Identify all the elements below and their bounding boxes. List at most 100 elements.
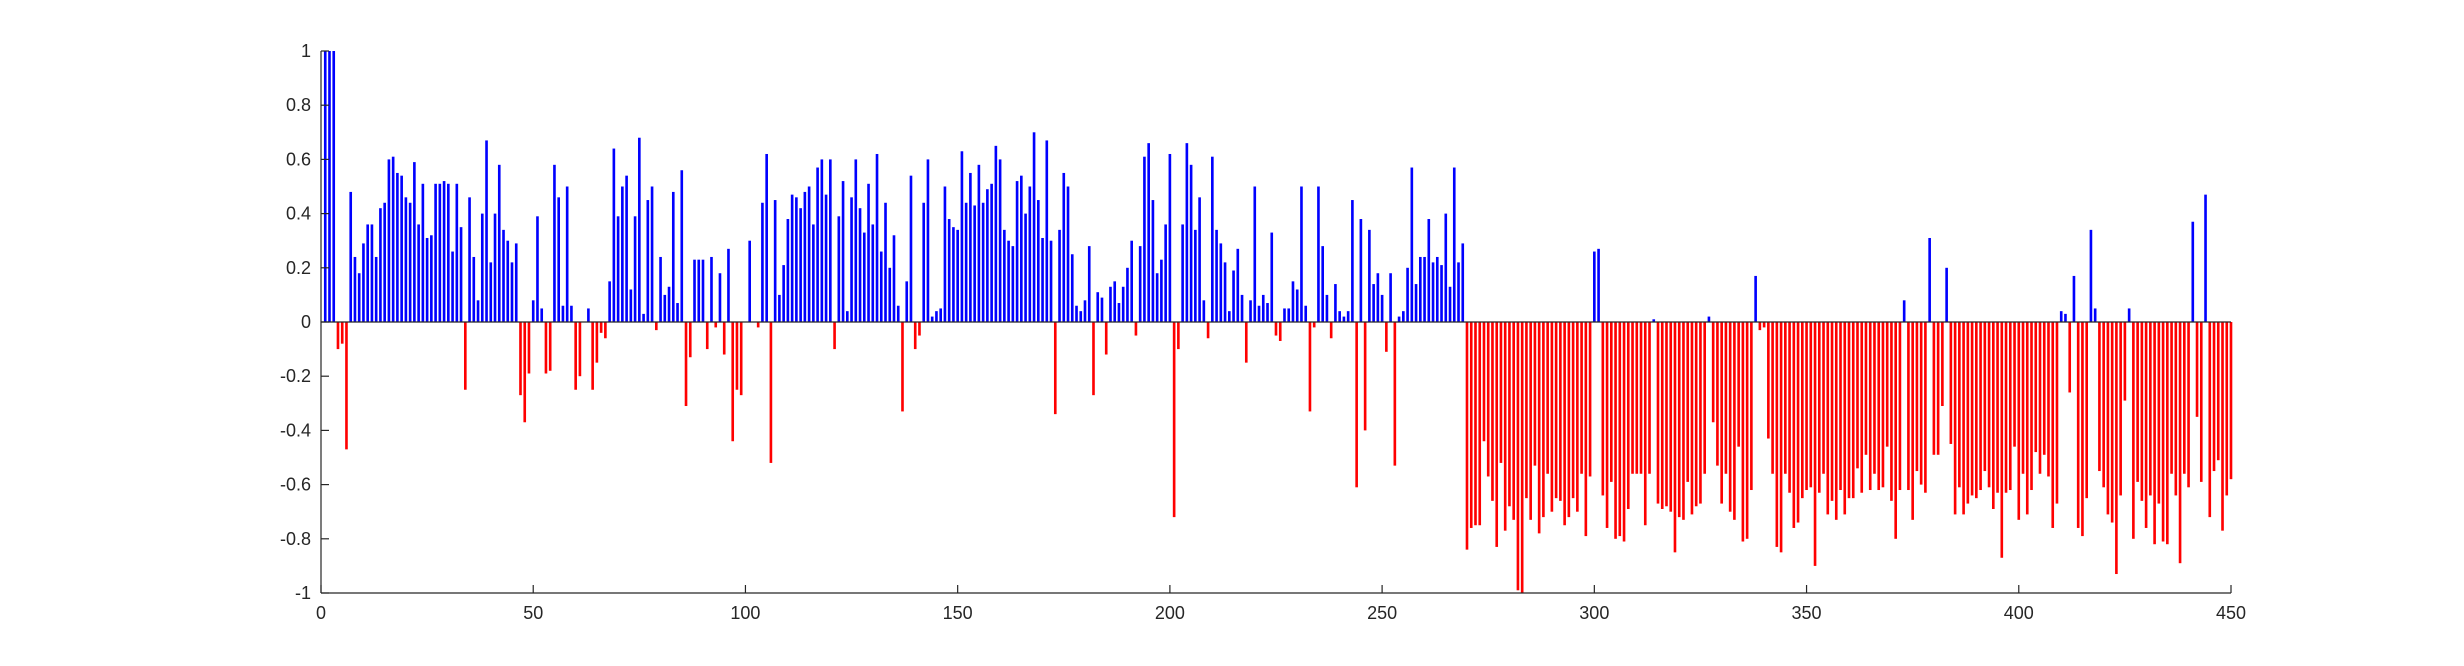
bar	[599, 322, 603, 333]
bar	[2025, 322, 2029, 515]
bar	[430, 235, 433, 322]
bar	[2191, 221, 2195, 322]
bar	[2064, 313, 2067, 322]
bar	[1121, 286, 1125, 322]
bar	[1958, 322, 1961, 488]
bar	[782, 265, 785, 322]
bar	[2047, 322, 2050, 477]
bar	[1096, 292, 1100, 322]
bar	[1580, 322, 1583, 474]
bar	[1334, 284, 1337, 322]
bar	[1228, 311, 1231, 322]
bar	[1924, 322, 1927, 493]
bar	[476, 300, 480, 322]
bar	[1066, 186, 1070, 322]
bar	[1928, 237, 1931, 322]
bar	[799, 208, 802, 322]
bar	[1393, 322, 1397, 466]
bar	[604, 322, 607, 339]
bar	[994, 145, 998, 322]
bar	[523, 322, 527, 423]
bar	[612, 148, 616, 322]
bar	[421, 183, 425, 322]
bar	[1198, 197, 1201, 322]
bar	[391, 156, 395, 322]
bar	[1444, 213, 1448, 322]
bar	[1597, 248, 1600, 322]
bar	[383, 202, 386, 322]
bar	[990, 183, 993, 322]
bar	[2183, 322, 2186, 474]
bar	[1686, 322, 1690, 482]
bar	[464, 322, 467, 390]
bar	[1512, 322, 1515, 520]
bar	[1614, 322, 1617, 539]
bar	[676, 303, 679, 322]
bar	[642, 313, 645, 322]
bar	[790, 194, 794, 322]
bar	[1860, 322, 1864, 493]
bar	[1499, 322, 1503, 463]
bar	[1792, 322, 1796, 528]
bar	[650, 186, 654, 322]
bar	[1919, 322, 1923, 485]
bar	[913, 322, 917, 350]
bar	[2221, 322, 2224, 531]
bar	[1970, 322, 1974, 496]
bar	[1529, 322, 1532, 520]
y-tick-label: 0	[301, 312, 311, 332]
bar	[1109, 286, 1112, 322]
bar	[1588, 322, 1592, 477]
bar	[1911, 322, 1914, 520]
bar	[1211, 156, 1214, 322]
bar	[485, 140, 488, 322]
bar	[1465, 322, 1469, 550]
bar	[1665, 322, 1668, 507]
bar	[1737, 322, 1740, 447]
bar	[557, 197, 560, 322]
bar	[663, 294, 667, 322]
bar	[2199, 322, 2203, 482]
bar	[888, 267, 892, 322]
bar	[328, 51, 331, 322]
bar	[1750, 322, 1753, 491]
bar	[1181, 224, 1184, 322]
bar	[2089, 229, 2093, 322]
bar	[1092, 322, 1095, 396]
bar	[1856, 322, 1859, 469]
bar	[952, 227, 955, 322]
bar	[404, 197, 408, 322]
bar	[1053, 322, 1057, 415]
bar	[536, 216, 539, 322]
y-tick-label: -0.8	[280, 529, 311, 549]
bar	[2081, 322, 2084, 537]
bar	[1542, 322, 1545, 518]
bar	[756, 322, 760, 328]
bar	[1240, 294, 1244, 322]
bar	[854, 159, 858, 322]
bar	[1716, 322, 1719, 466]
bar	[527, 322, 531, 374]
bar	[748, 240, 751, 322]
bar	[1728, 322, 1732, 512]
bar	[646, 200, 650, 322]
bar	[862, 232, 866, 322]
bar	[1062, 172, 1066, 322]
bar	[2038, 322, 2042, 474]
bar	[969, 172, 972, 322]
bar	[1826, 322, 1830, 515]
bar	[1576, 322, 1579, 512]
bar	[2212, 322, 2216, 472]
bar	[875, 153, 879, 322]
bar	[850, 197, 853, 322]
x-tick-label: 50	[523, 603, 543, 623]
bar	[459, 227, 463, 322]
bar	[1287, 308, 1291, 322]
bar	[1126, 267, 1129, 322]
bar	[561, 305, 565, 322]
bar	[417, 224, 420, 322]
y-tick-label: -0.6	[280, 475, 311, 495]
bar	[625, 175, 628, 322]
bar	[455, 183, 459, 322]
bar	[1563, 322, 1566, 526]
